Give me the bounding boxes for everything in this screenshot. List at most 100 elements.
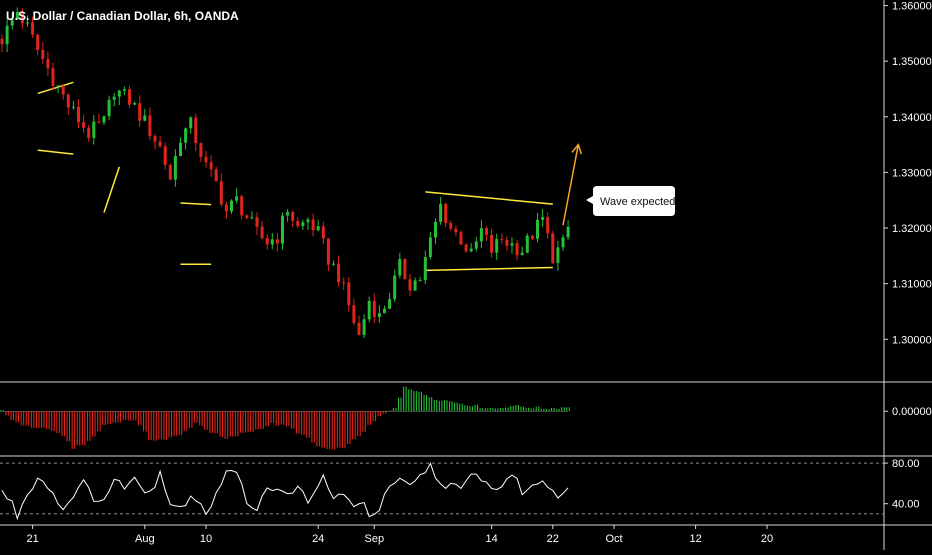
candle-body <box>398 258 402 276</box>
time-tick-label: Oct <box>605 533 622 545</box>
candle-body <box>525 235 529 253</box>
candle-body <box>326 238 330 265</box>
pattern-upper-line <box>425 191 553 205</box>
candle-body <box>250 217 254 219</box>
candle-body <box>128 89 131 105</box>
rsi-line <box>1 462 569 521</box>
rsi-tick-label: 80.00 <box>892 458 920 470</box>
candle-body <box>505 239 509 246</box>
candle-body <box>444 203 448 224</box>
candle-body <box>148 115 152 137</box>
candle-body <box>224 204 228 212</box>
candle-body <box>490 234 494 253</box>
candle-body <box>173 155 177 180</box>
candle-body <box>209 162 213 170</box>
candle-body <box>71 106 75 108</box>
candle-body <box>434 221 437 238</box>
candle-body <box>20 11 24 24</box>
candle-body <box>321 226 325 239</box>
candle-body <box>388 299 392 309</box>
candle-body <box>485 228 488 235</box>
candle-body <box>530 235 534 239</box>
candle-body <box>454 228 458 233</box>
candle-body <box>31 22 35 35</box>
candle-body <box>194 117 198 144</box>
candle-body <box>230 200 233 212</box>
pattern-upper-line <box>180 202 212 206</box>
candle-body <box>561 237 565 248</box>
candle-body <box>551 233 555 264</box>
callout-text: Wave expected <box>600 196 675 208</box>
candle-body <box>311 219 315 231</box>
axes-layer: 1.36000 1.35000 1.34000 1.33000 1.32000 1.310… <box>26 1 931 545</box>
candle-body <box>179 142 182 156</box>
candle-body <box>428 237 432 257</box>
candle-body <box>184 128 188 143</box>
time-tick-label: 14 <box>485 533 497 545</box>
candle-body <box>393 275 397 300</box>
candle-body <box>316 226 320 231</box>
candle-body <box>5 25 9 45</box>
candle-body <box>204 156 208 163</box>
candle-body <box>77 106 80 123</box>
candle-body <box>117 90 121 97</box>
candle-body <box>418 280 422 282</box>
drawings-layer[interactable]: Wave expected <box>37 81 676 272</box>
candle-body <box>403 258 407 280</box>
candle-body <box>296 220 300 227</box>
candle-body <box>479 228 483 242</box>
oscillator-tick-label: 0.00000 <box>892 406 932 418</box>
candle-body <box>87 127 91 138</box>
candle-body <box>15 11 19 20</box>
candle-body <box>138 103 142 121</box>
candle-body <box>92 121 96 138</box>
candle-body <box>61 85 65 95</box>
candle-body <box>515 243 519 256</box>
candle-body <box>66 94 70 108</box>
candle-body <box>377 313 381 317</box>
candle-body <box>347 282 351 306</box>
candle-body <box>342 282 346 284</box>
candle-body <box>10 19 14 26</box>
candle-body <box>122 89 126 91</box>
candle-body <box>332 263 335 265</box>
candle-body <box>265 238 269 245</box>
candle-body <box>41 49 45 59</box>
time-tick-label: 10 <box>200 533 212 545</box>
candle-body <box>306 219 310 223</box>
time-tick-label: Sep <box>365 533 385 545</box>
pattern-lower-line <box>425 266 553 272</box>
candle-body <box>357 322 361 335</box>
candle-body <box>469 248 473 252</box>
candle-body <box>168 164 172 180</box>
candle-body <box>214 169 218 182</box>
candle-body <box>372 300 376 317</box>
candle-body <box>449 223 453 229</box>
candle-body <box>301 222 305 227</box>
time-tick-label: 21 <box>26 533 38 545</box>
candle-body <box>56 85 60 87</box>
candle-body <box>82 122 86 128</box>
candle-body <box>143 115 147 121</box>
candle-body <box>219 181 223 205</box>
candle-body <box>439 203 443 222</box>
time-tick-label: 24 <box>312 533 324 545</box>
forecast-arrow-head <box>571 143 583 155</box>
time-tick-label: 20 <box>761 533 773 545</box>
trend-line <box>103 166 121 213</box>
candle-body <box>286 212 290 216</box>
candles-layer <box>0 7 570 339</box>
candle-body <box>459 232 463 245</box>
price-tick-label: 1.36000 <box>892 1 932 13</box>
candle-body <box>112 96 116 100</box>
time-tick-label: 22 <box>547 533 559 545</box>
candle-body <box>0 38 4 45</box>
candle-body <box>352 305 356 323</box>
candle-body <box>383 308 386 314</box>
candle-body <box>245 215 249 219</box>
price-tick-label: 1.33000 <box>892 167 932 179</box>
candle-body <box>413 280 417 291</box>
